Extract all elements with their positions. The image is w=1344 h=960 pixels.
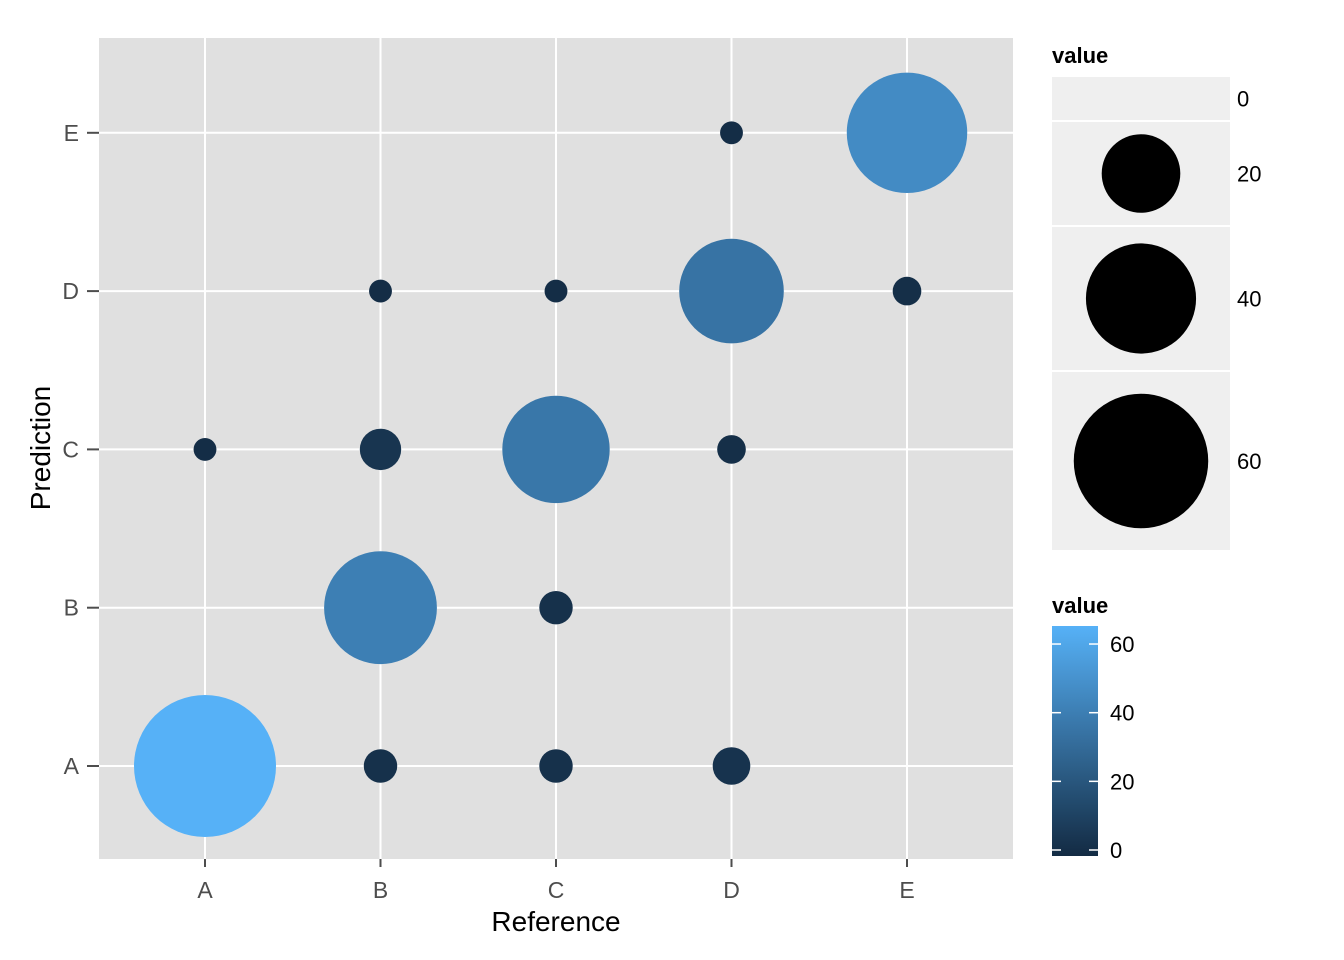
x-axis-title: Reference: [491, 906, 620, 937]
y-tick-label: D: [62, 278, 79, 304]
data-point: [720, 121, 743, 145]
size-legend-label: 0: [1237, 87, 1249, 112]
data-point: [193, 437, 217, 461]
data-point: [717, 435, 746, 464]
data-point: [846, 72, 968, 194]
y-axis: A B C D E: [62, 120, 99, 779]
size-legend: value 0 20 40 60: [1052, 43, 1261, 550]
size-legend-key: [1052, 77, 1230, 120]
data-point: [544, 279, 568, 303]
data-point: [539, 590, 573, 625]
size-legend-circle: [1085, 243, 1197, 354]
size-legend-label: 40: [1237, 287, 1261, 312]
data-point: [712, 747, 751, 785]
x-tick-label: A: [197, 877, 213, 903]
x-tick-label: B: [373, 877, 388, 903]
data-point: [679, 238, 784, 344]
y-tick-label: A: [64, 753, 80, 779]
color-legend-title: value: [1052, 593, 1108, 618]
x-tick-label: C: [548, 877, 565, 903]
colorbar: [1052, 626, 1098, 856]
y-tick-label: B: [64, 595, 79, 621]
size-legend-title: value: [1052, 43, 1108, 68]
size-legend-circle: [1073, 393, 1209, 529]
colorbar-label: 0: [1110, 838, 1122, 863]
data-points: [134, 72, 968, 837]
data-point: [539, 749, 573, 783]
y-tick-label: E: [64, 120, 79, 146]
data-point: [363, 749, 398, 783]
y-axis-title: Prediction: [25, 386, 56, 511]
x-tick-label: D: [723, 877, 740, 903]
colorbar-label: 40: [1110, 701, 1134, 726]
data-point: [359, 428, 402, 471]
colorbar-label: 20: [1110, 769, 1134, 794]
size-legend-circle: [1101, 134, 1181, 213]
size-legend-label: 60: [1237, 449, 1261, 474]
colorbar-label: 60: [1110, 632, 1134, 657]
x-axis: A B C D E: [197, 859, 915, 903]
y-tick-label: C: [62, 436, 79, 462]
size-legend-label: 20: [1237, 162, 1261, 187]
data-point: [502, 395, 610, 504]
x-tick-label: E: [899, 877, 914, 903]
data-point: [134, 695, 276, 837]
data-point: [369, 279, 392, 303]
color-legend: value 0 20 40 60: [1052, 593, 1134, 863]
data-point: [892, 276, 922, 306]
data-point: [324, 551, 437, 665]
